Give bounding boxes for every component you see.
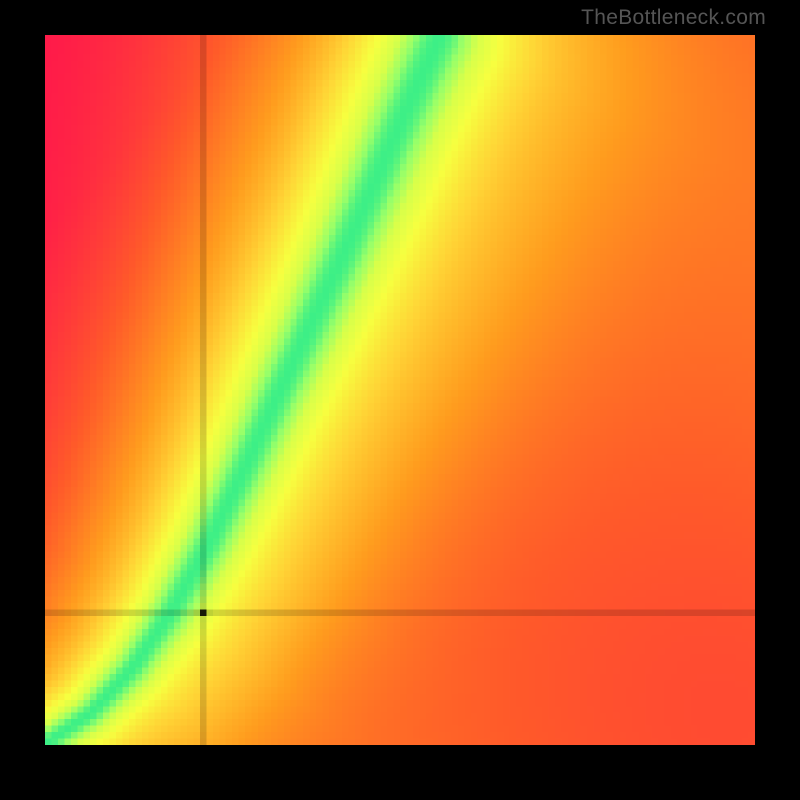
watermark-text: TheBottleneck.com (581, 6, 766, 30)
chart-container: TheBottleneck.com (0, 0, 800, 800)
bottleneck-heatmap (45, 35, 755, 745)
